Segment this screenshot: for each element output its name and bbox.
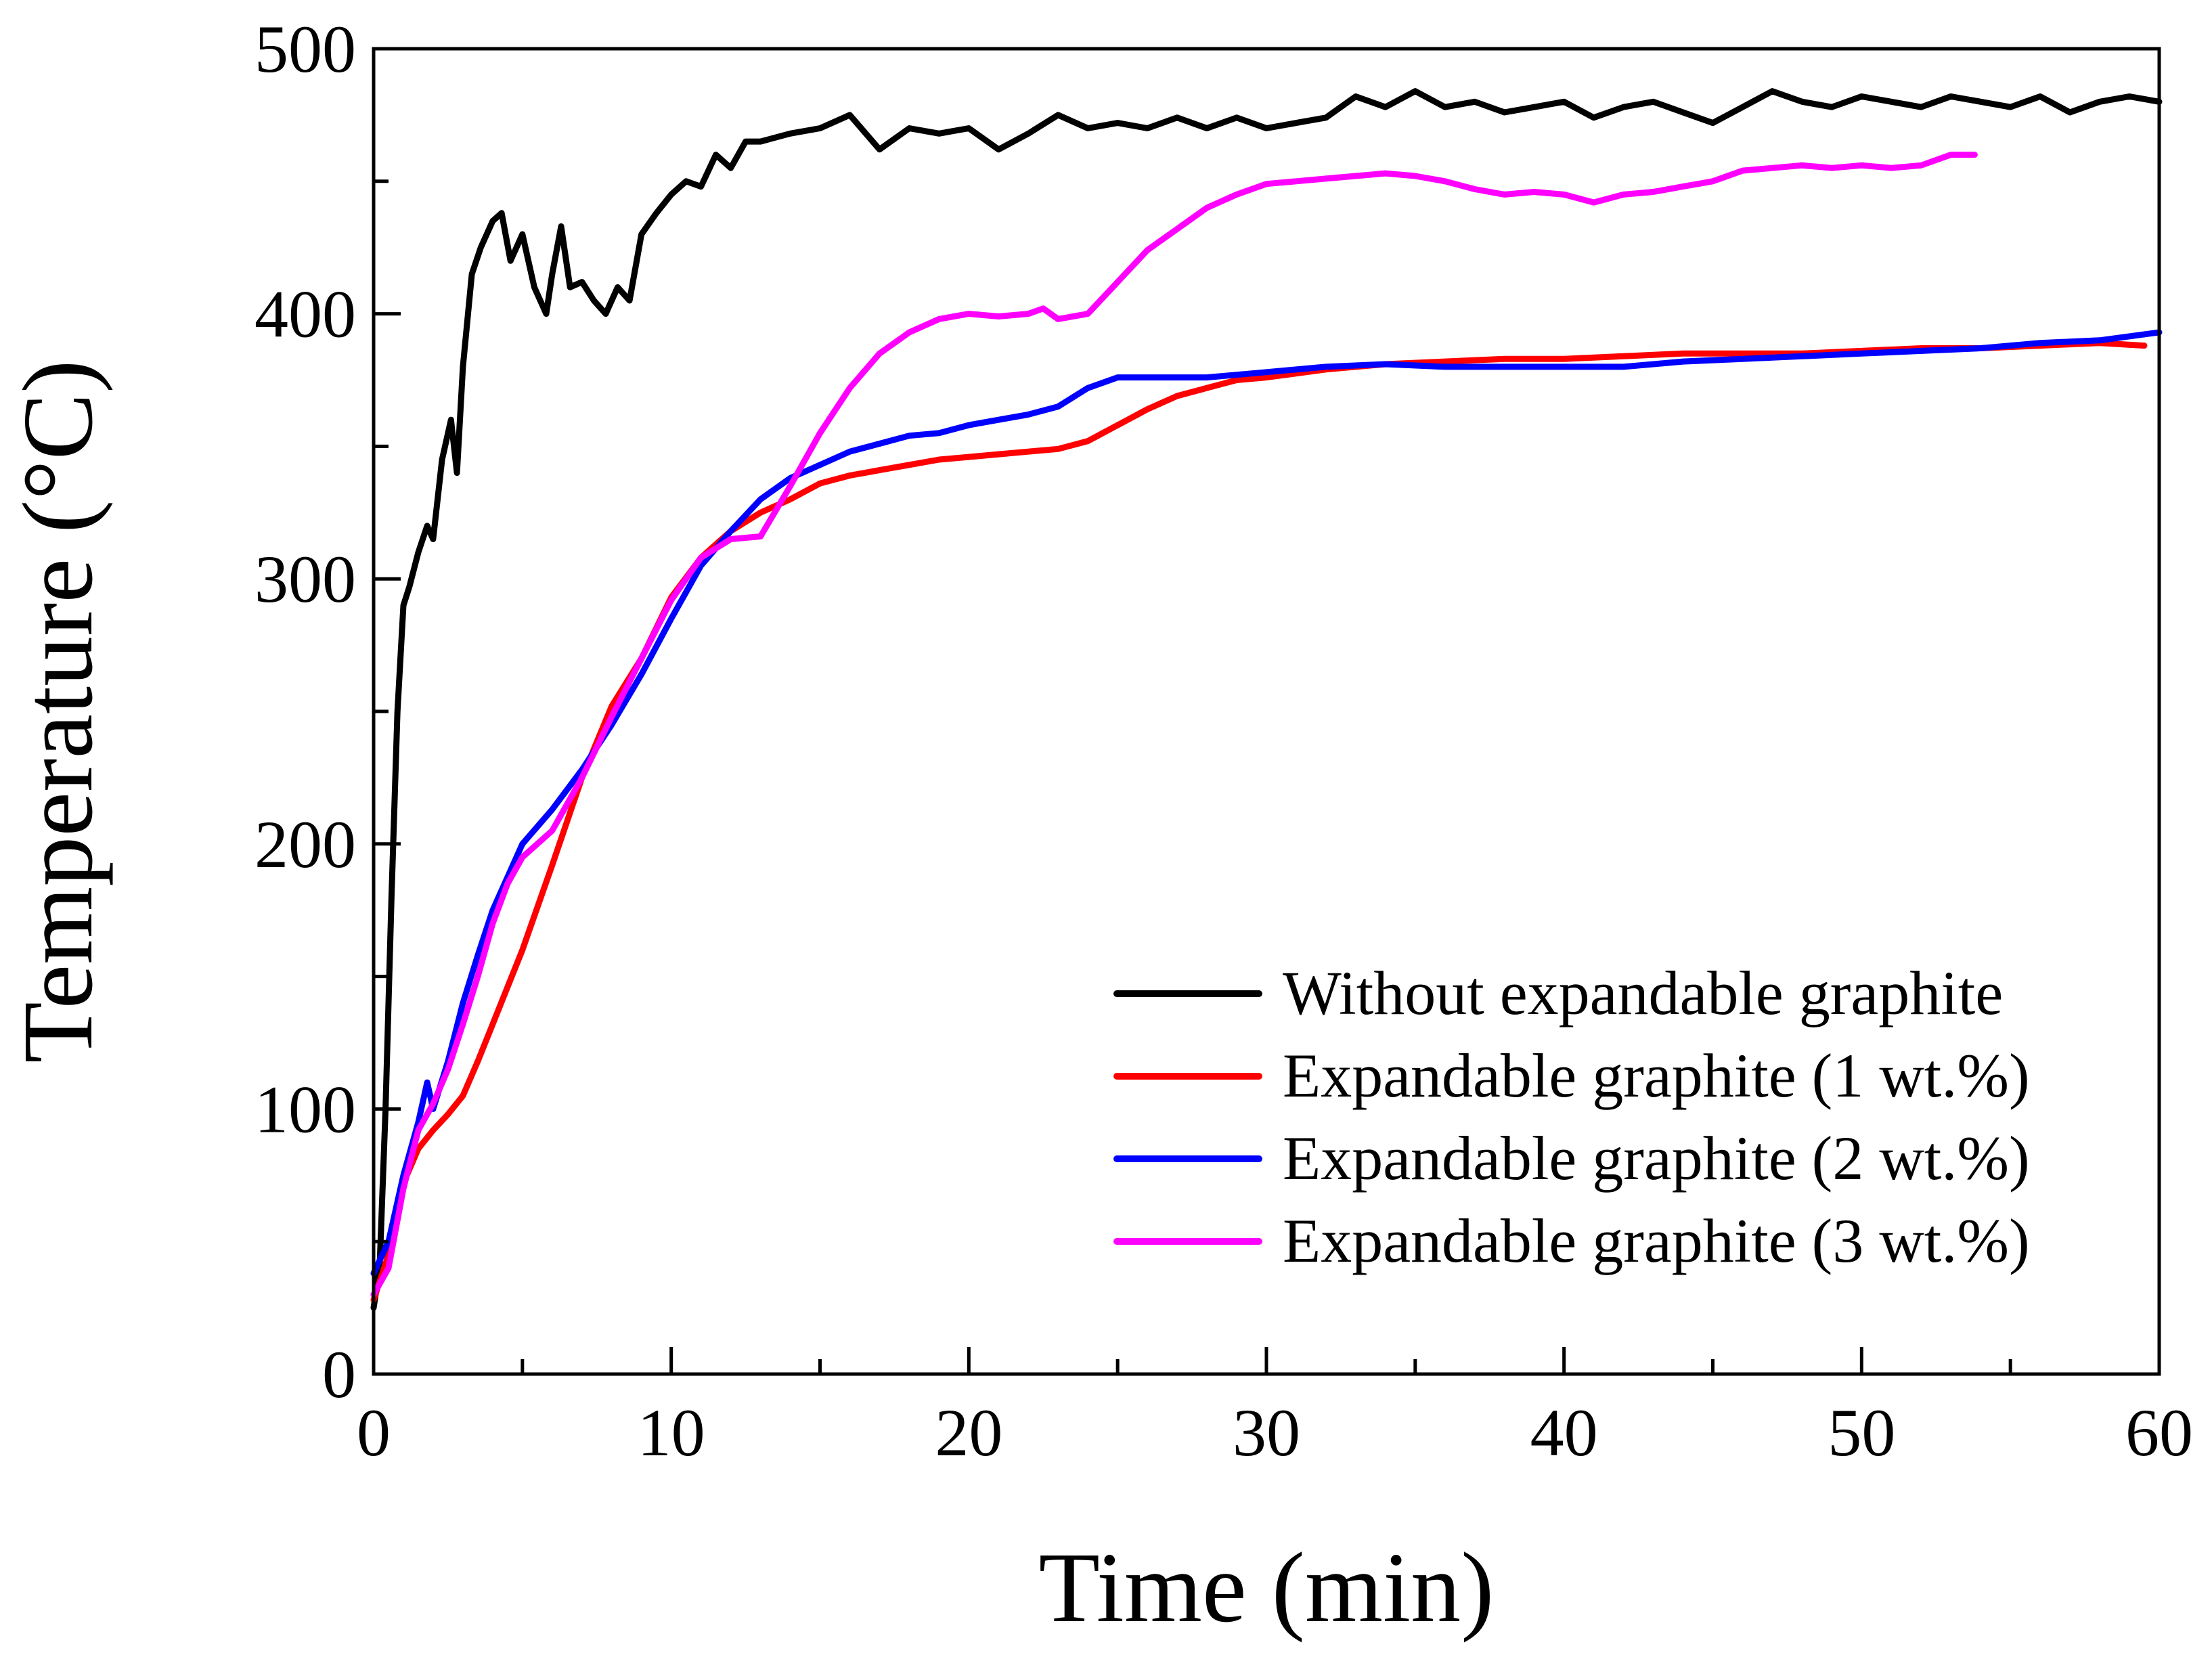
series-line-4: [370, 152, 1978, 1298]
y-axis-title: Temperature (°C): [3, 359, 114, 1063]
x-tick-label: 50: [1828, 1395, 1895, 1470]
y-tick-label: 300: [255, 542, 356, 617]
series-line-3: [370, 329, 2163, 1277]
x-tick-label: 30: [1233, 1395, 1300, 1470]
series-line-1: [370, 88, 2163, 1311]
y-tick-label: 400: [255, 277, 356, 352]
legend-label-4: Expandable graphite (3 wt.%): [1283, 1206, 2030, 1275]
series-line-2: [370, 340, 2148, 1303]
axis-ticks: 0 10 20 30 40 50 60 0 100 200 300 400 500: [255, 12, 2193, 1470]
y-tick-label: 100: [255, 1071, 356, 1147]
y-tick-label: 0: [322, 1337, 356, 1412]
legend-label-3: Expandable graphite (2 wt.%): [1283, 1124, 2030, 1193]
series-layer: [370, 88, 2163, 1311]
x-tick-label: 10: [638, 1395, 705, 1470]
x-tick-label: 60: [2125, 1395, 2193, 1470]
x-tick-label: 20: [935, 1395, 1002, 1470]
y-tick-label: 500: [255, 12, 356, 87]
x-tick-label: 40: [1530, 1395, 1598, 1470]
legend-label-1: Without expandable graphite: [1283, 958, 2003, 1028]
x-axis-title: Time (min): [1039, 1532, 1495, 1643]
legend: Without expandable graphite Expandable gr…: [1113, 958, 2030, 1275]
legend-label-2: Expandable graphite (1 wt.%): [1283, 1041, 2030, 1110]
x-tick-label: 0: [357, 1395, 391, 1470]
y-tick-label: 200: [255, 807, 356, 882]
